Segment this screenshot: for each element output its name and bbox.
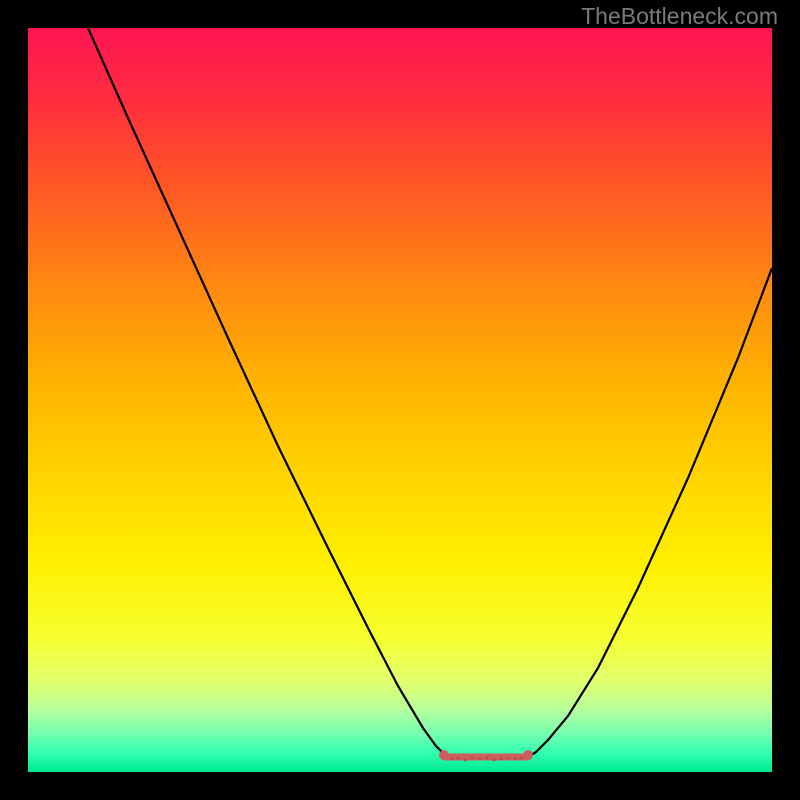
flat-noise-dot — [514, 758, 517, 761]
flat-noise-dot — [507, 757, 510, 760]
flat-noise-dot — [471, 757, 474, 760]
flat-end-marker — [523, 750, 533, 760]
flat-end-marker — [439, 750, 449, 760]
flat-noise-dot — [500, 758, 503, 761]
flat-noise-dot — [451, 758, 454, 761]
flat-noise-dot — [520, 757, 523, 760]
gradient-background — [28, 28, 772, 772]
flat-noise-dot — [493, 759, 496, 762]
watermark-text: TheBottleneck.com — [581, 3, 778, 30]
plot-svg — [28, 28, 772, 772]
flat-noise-dot — [486, 757, 489, 760]
flat-noise-dot — [464, 759, 467, 762]
flat-noise-dot — [457, 757, 460, 760]
plot-area — [28, 28, 772, 772]
flat-noise-dot — [479, 758, 482, 761]
